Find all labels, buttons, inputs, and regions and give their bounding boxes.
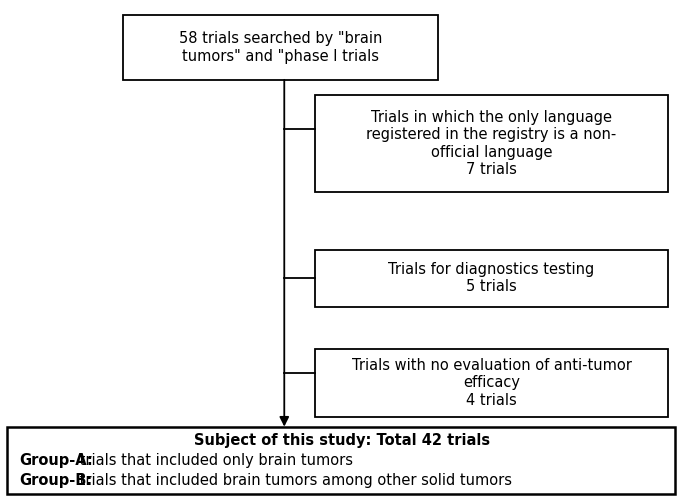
Text: Group-A:: Group-A: — [19, 453, 93, 468]
Bar — [315, 250, 668, 307]
Bar — [123, 15, 438, 80]
Bar — [315, 349, 668, 417]
Text: trials that included only brain tumors: trials that included only brain tumors — [75, 453, 353, 468]
Text: Trials in which the only language
registered in the registry is a non-
official : Trials in which the only language regist… — [366, 110, 616, 177]
Text: Trials with no evaluation of anti-tumor
efficacy
4 trials: Trials with no evaluation of anti-tumor … — [351, 358, 632, 408]
Text: 58 trials searched by "brain
tumors" and "phase I trials: 58 trials searched by "brain tumors" and… — [179, 31, 382, 63]
Text: Group-B:: Group-B: — [19, 473, 92, 488]
Text: trials that included brain tumors among other solid tumors: trials that included brain tumors among … — [75, 473, 512, 488]
Bar — [7, 427, 675, 494]
Text: Trials for diagnostics testing
5 trials: Trials for diagnostics testing 5 trials — [388, 262, 595, 294]
Text: Subject of this study: Total 42 trials: Subject of this study: Total 42 trials — [195, 433, 490, 448]
Bar — [315, 95, 668, 192]
